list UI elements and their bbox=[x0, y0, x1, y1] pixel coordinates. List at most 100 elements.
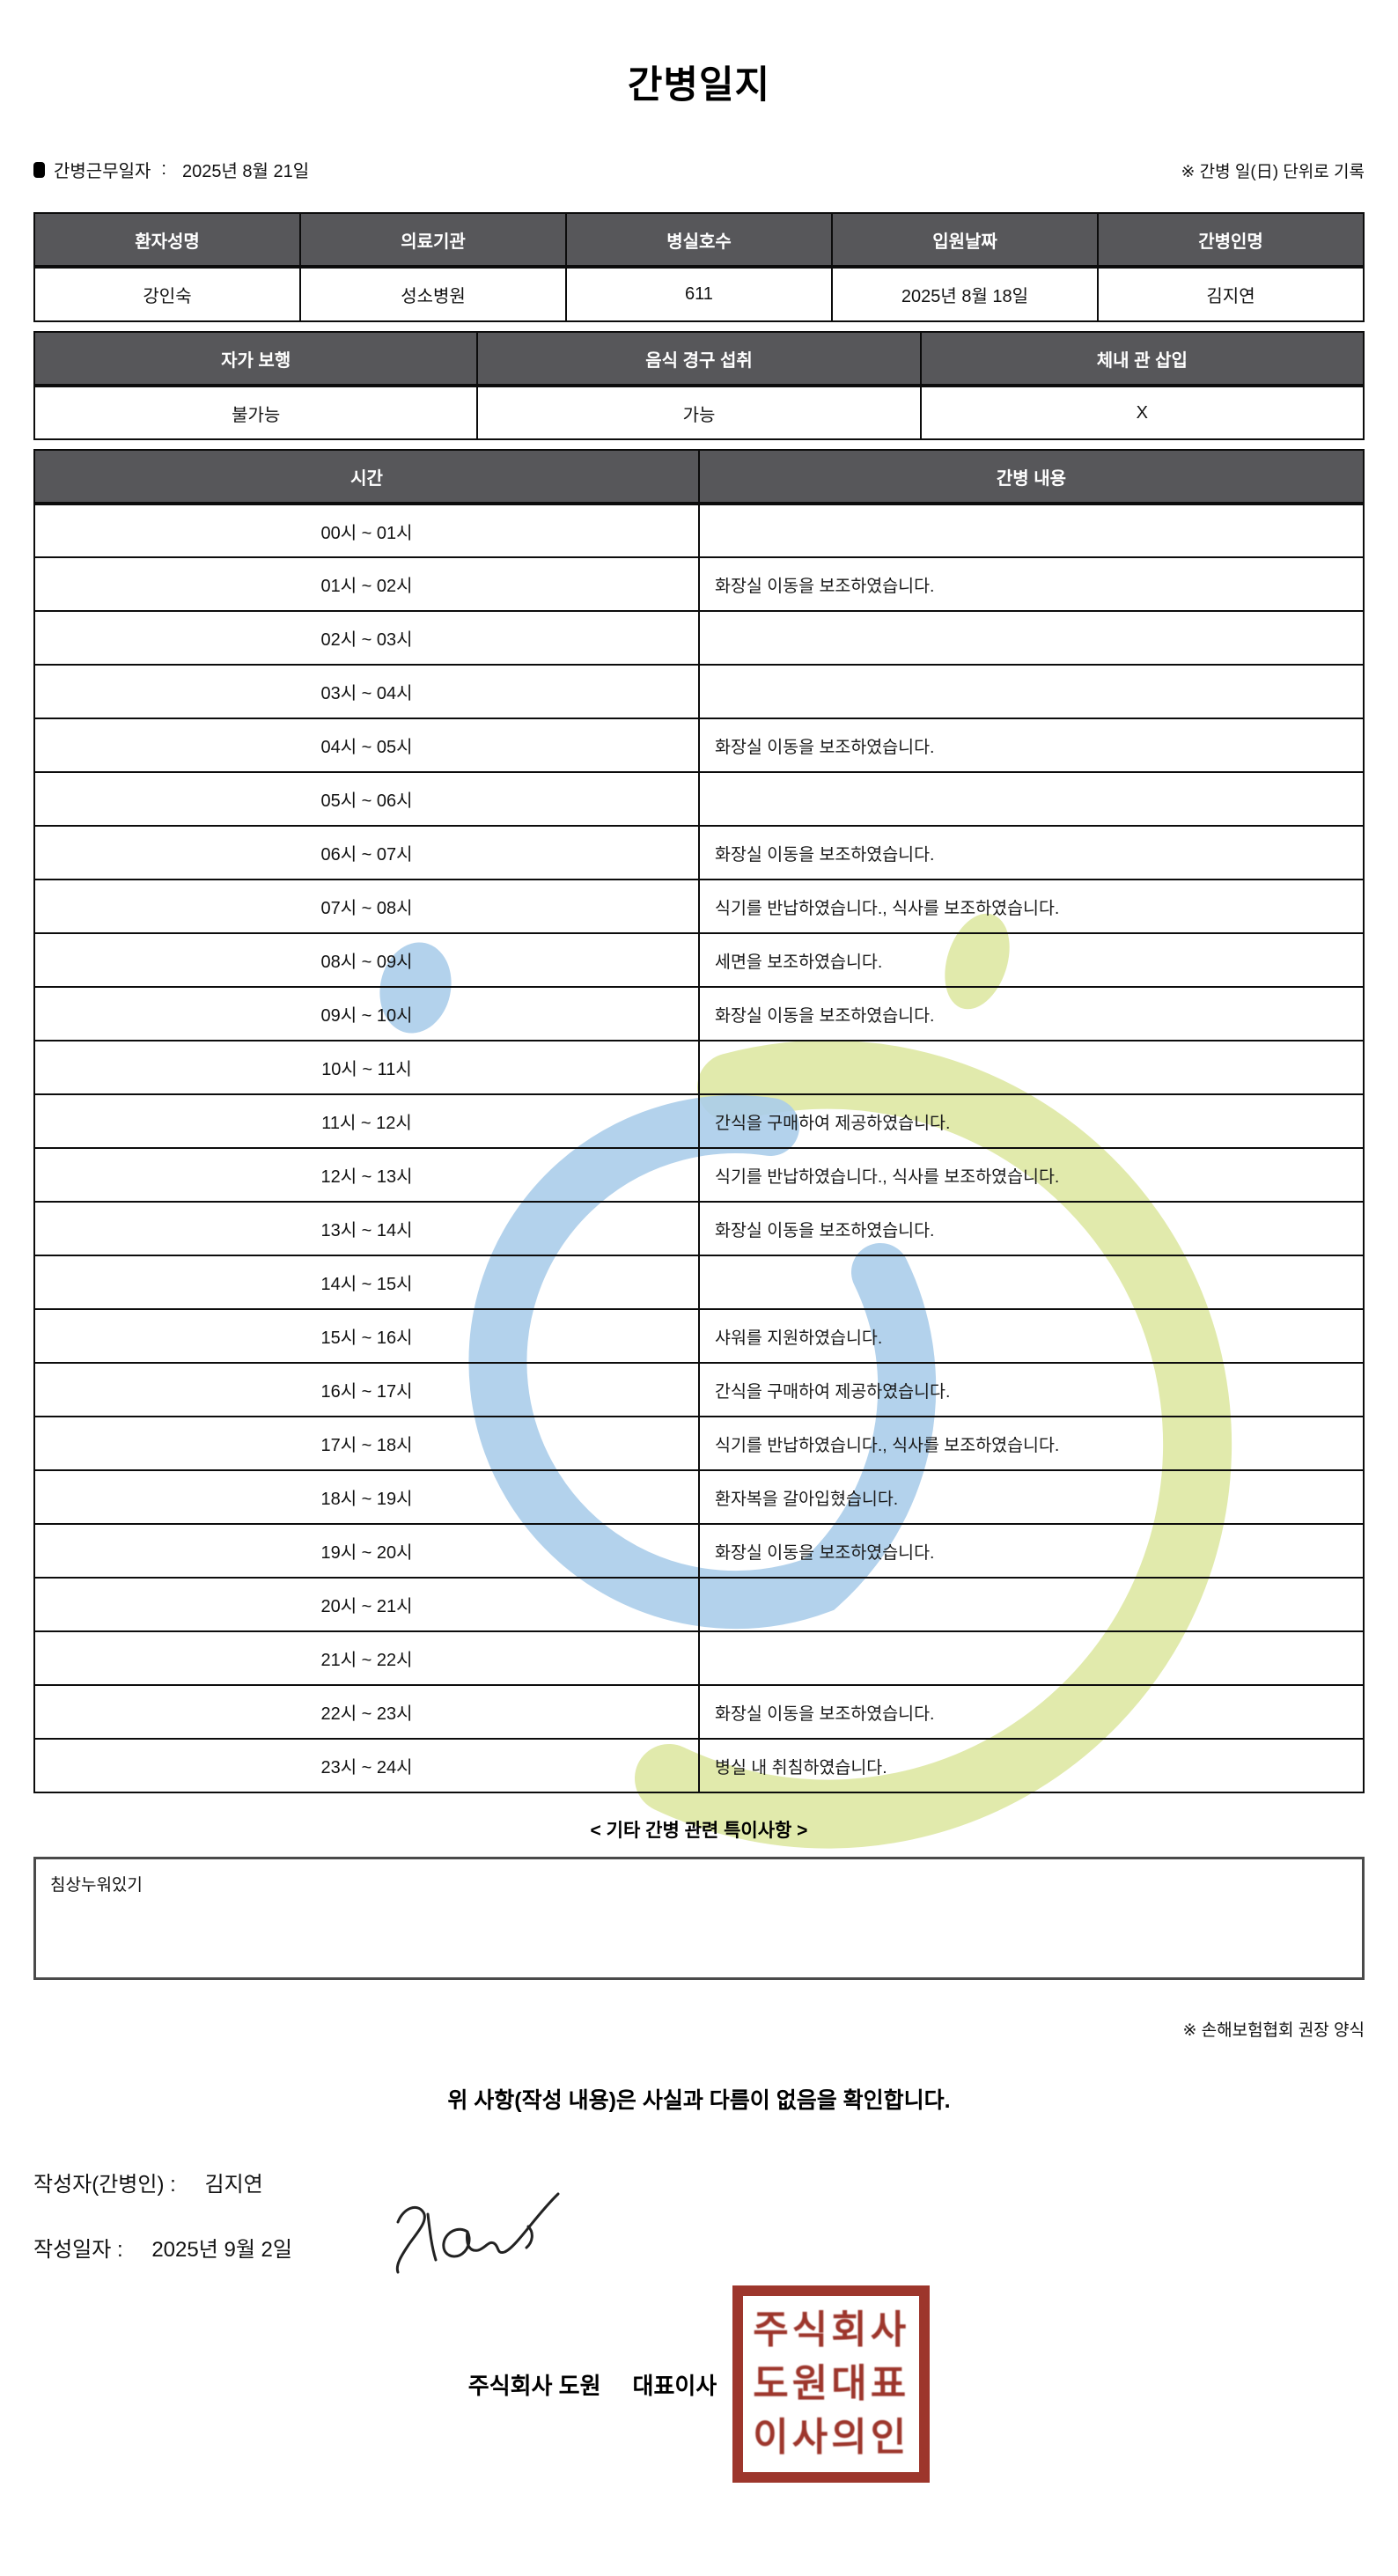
time-label: 11시 ~ 12시 bbox=[33, 1093, 700, 1149]
confirmation-statement: 위 사항(작성 내용)은 사실과 다름이 없음을 확인합니다. bbox=[447, 2088, 951, 2113]
time-label: 17시 ~ 18시 bbox=[33, 1416, 700, 1471]
table-row: 11시 ~ 12시 간식을 구매하여 제공하였습니다. bbox=[33, 1093, 1365, 1149]
care-content: 화장실 이동을 보조하였습니다. bbox=[698, 1201, 1365, 1256]
page-title: 간병일지 bbox=[627, 64, 771, 107]
company-seal-row: 주식회사 도원 대표이사 주식회사 도원대표 이사의인 bbox=[33, 2285, 1365, 2483]
written-date-label: 작성일자 : bbox=[33, 2238, 123, 2262]
company-name: 주식회사 도원 bbox=[467, 2372, 601, 2399]
care-content: 환자복을 갈아입혔습니다. bbox=[698, 1469, 1365, 1525]
value-self-walking: 불가능 bbox=[33, 385, 479, 440]
care-content: 화장실 이동을 보조하였습니다. bbox=[698, 1523, 1365, 1579]
time-label: 08시 ~ 09시 bbox=[33, 932, 700, 988]
header-tube-insertion: 체내 관 삽입 bbox=[919, 331, 1365, 387]
table-row: 08시 ~ 09시 세면을 보조하였습니다. bbox=[33, 932, 1365, 988]
table-row: 10시 ~ 11시 bbox=[33, 1040, 1365, 1095]
care-content bbox=[698, 610, 1365, 666]
value-medical-institution: 성소병원 bbox=[299, 266, 567, 322]
table-row: 14시 ~ 15시 bbox=[33, 1255, 1365, 1310]
writer-line: 작성자(간병인) : 김지연 bbox=[33, 2171, 1365, 2199]
table-row: 03시 ~ 04시 bbox=[33, 664, 1365, 719]
care-content: 화장실 이동을 보조하였습니다. bbox=[698, 718, 1365, 773]
written-date-value: 2025년 9월 2일 bbox=[151, 2238, 292, 2262]
time-label: 15시 ~ 16시 bbox=[33, 1308, 700, 1364]
care-content: 간식을 구매하여 제공하였습니다. bbox=[698, 1362, 1365, 1417]
time-label: 22시 ~ 23시 bbox=[33, 1684, 700, 1740]
value-oral-intake: 가능 bbox=[476, 385, 922, 440]
care-content bbox=[698, 664, 1365, 719]
header-time: 시간 bbox=[33, 449, 700, 505]
header-care-content: 간병 내용 bbox=[698, 449, 1365, 505]
value-tube-insertion: X bbox=[919, 385, 1365, 440]
table-row: 07시 ~ 08시 식기를 반납하였습니다., 식사를 보조하였습니다. bbox=[33, 879, 1365, 934]
value-caregiver-name: 김지연 bbox=[1097, 266, 1365, 322]
header-medical-institution: 의료기관 bbox=[299, 212, 567, 269]
table-row: 15시 ~ 16시 샤워를 지원하였습니다. bbox=[33, 1308, 1365, 1364]
care-content bbox=[698, 503, 1365, 558]
corporate-seal-stamp: 주식회사 도원대표 이사의인 bbox=[732, 2285, 931, 2483]
work-date-colon: : bbox=[161, 159, 166, 179]
header-oral-intake: 음식 경구 섭취 bbox=[476, 331, 922, 387]
table-row: 18시 ~ 19시 환자복을 갈아입혔습니다. bbox=[33, 1469, 1365, 1525]
work-date-value: 2025년 8월 21일 bbox=[181, 162, 310, 181]
writer-label: 작성자(간병인) : bbox=[33, 2173, 176, 2197]
special-notes-box: 침상누워있기 bbox=[33, 1857, 1365, 1980]
time-label: 14시 ~ 15시 bbox=[33, 1255, 700, 1310]
square-bullet-icon bbox=[33, 161, 45, 178]
stamp-line-3: 이사의인 bbox=[753, 2416, 910, 2460]
status-table: 자가 보행 음식 경구 섭취 체내 관 삽입 불가능 가능 X bbox=[33, 331, 1365, 440]
stamp-line-2: 도원대표 bbox=[753, 2361, 910, 2405]
care-content: 화장실 이동을 보조하였습니다. bbox=[698, 556, 1365, 612]
special-notes-heading: < 기타 간병 관련 특이사항 > bbox=[590, 1821, 808, 1841]
table-row: 01시 ~ 02시 화장실 이동을 보조하였습니다. bbox=[33, 556, 1365, 612]
time-label: 21시 ~ 22시 bbox=[33, 1630, 700, 1686]
table-row: 21시 ~ 22시 bbox=[33, 1630, 1365, 1686]
care-content: 화장실 이동을 보조하였습니다. bbox=[698, 1684, 1365, 1740]
time-label: 01시 ~ 02시 bbox=[33, 556, 700, 612]
header-caregiver-name: 간병인명 bbox=[1097, 212, 1365, 269]
time-label: 18시 ~ 19시 bbox=[33, 1469, 700, 1525]
care-content bbox=[698, 1255, 1365, 1310]
time-label: 04시 ~ 05시 bbox=[33, 718, 700, 773]
table-row: 16시 ~ 17시 간식을 구매하여 제공하였습니다. bbox=[33, 1362, 1365, 1417]
care-content: 식기를 반납하였습니다., 식사를 보조하였습니다. bbox=[698, 1147, 1365, 1203]
signature bbox=[395, 2192, 560, 2274]
header-room-number: 병실호수 bbox=[565, 212, 833, 269]
care-content: 세면을 보조하였습니다. bbox=[698, 932, 1365, 988]
care-content: 화장실 이동을 보조하였습니다. bbox=[698, 825, 1365, 880]
patient-info-table: 환자성명 의료기관 병실호수 입원날짜 간병인명 강인숙 성소병원 611 20… bbox=[33, 212, 1365, 322]
care-content: 병실 내 취침하였습니다. bbox=[698, 1738, 1365, 1793]
care-content: 화장실 이동을 보조하였습니다. bbox=[698, 986, 1365, 1041]
care-content: 식기를 반납하였습니다., 식사를 보조하였습니다. bbox=[698, 879, 1365, 934]
stamp-line-1: 주식회사 bbox=[753, 2307, 910, 2352]
care-content: 간식을 구매하여 제공하였습니다. bbox=[698, 1093, 1365, 1149]
company-line: 주식회사 도원 대표이사 bbox=[468, 2368, 717, 2401]
header-patient-name: 환자성명 bbox=[33, 212, 301, 269]
time-label: 02시 ~ 03시 bbox=[33, 610, 700, 666]
time-label: 00시 ~ 01시 bbox=[33, 503, 700, 558]
time-label: 03시 ~ 04시 bbox=[33, 664, 700, 719]
meta-row: 간병근무일자 : 2025년 8월 21일 ※ 간병 일(日) 단위로 기록 bbox=[33, 157, 1365, 182]
table-row: 19시 ~ 20시 화장실 이동을 보조하였습니다. bbox=[33, 1523, 1365, 1579]
work-date-line: 간병근무일자 : 2025년 8월 21일 bbox=[33, 157, 309, 182]
care-content bbox=[698, 1577, 1365, 1632]
status-header-row: 자가 보행 음식 경구 섭취 체내 관 삽입 bbox=[33, 331, 1365, 387]
header-admission-date: 입원날짜 bbox=[831, 212, 1099, 269]
time-label: 20시 ~ 21시 bbox=[33, 1577, 700, 1632]
care-content: 식기를 반납하였습니다., 식사를 보조하였습니다. bbox=[698, 1416, 1365, 1471]
table-row: 12시 ~ 13시 식기를 반납하였습니다., 식사를 보조하였습니다. bbox=[33, 1147, 1365, 1203]
time-label: 23시 ~ 24시 bbox=[33, 1738, 700, 1793]
status-value-row: 불가능 가능 X bbox=[33, 385, 1365, 440]
table-row: 00시 ~ 01시 bbox=[33, 503, 1365, 558]
care-log-header-row: 시간 간병 내용 bbox=[33, 449, 1365, 505]
written-date-line: 작성일자 : 2025년 9월 2일 bbox=[33, 2236, 1365, 2264]
table-row: 23시 ~ 24시 병실 내 취침하였습니다. bbox=[33, 1738, 1365, 1793]
time-label: 06시 ~ 07시 bbox=[33, 825, 700, 880]
time-label: 07시 ~ 08시 bbox=[33, 879, 700, 934]
table-row: 06시 ~ 07시 화장실 이동을 보조하였습니다. bbox=[33, 825, 1365, 880]
table-row: 09시 ~ 10시 화장실 이동을 보조하였습니다. bbox=[33, 986, 1365, 1041]
work-date-label: 간병근무일자 bbox=[54, 162, 151, 181]
patient-info-header-row: 환자성명 의료기관 병실호수 입원날짜 간병인명 bbox=[33, 212, 1365, 269]
form-recommendation-note: ※ 손해보험협회 권장 양식 bbox=[1182, 2021, 1365, 2040]
time-label: 19시 ~ 20시 bbox=[33, 1523, 700, 1579]
